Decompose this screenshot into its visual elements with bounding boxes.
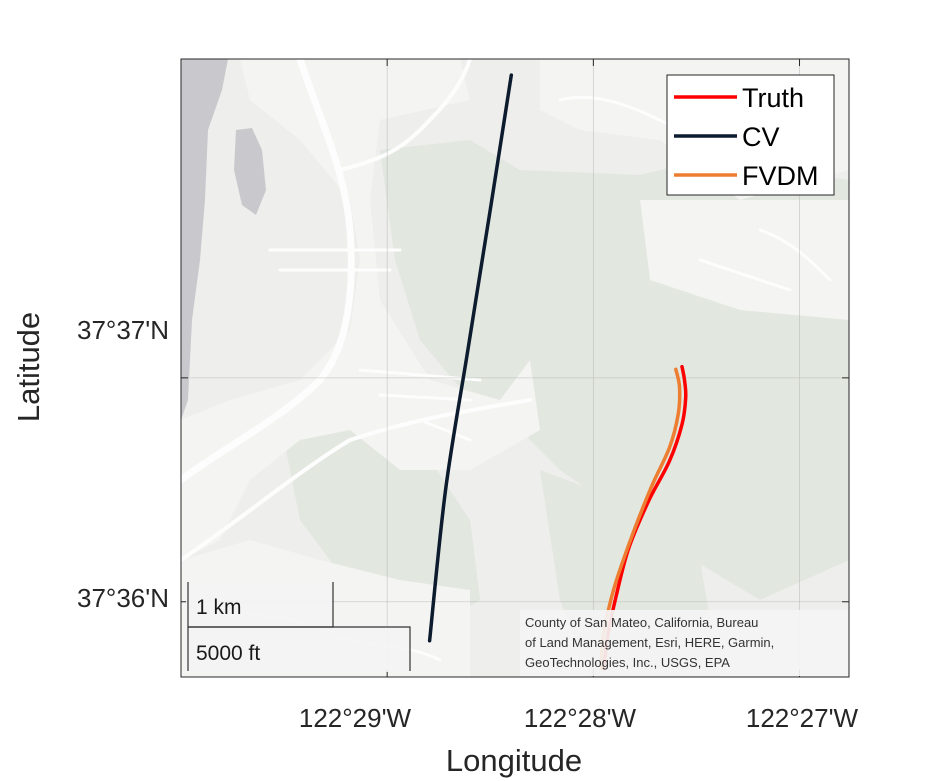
attribution-line: County of San Mateo, California, Bureau (525, 615, 758, 630)
legend-label-truth: Truth (742, 83, 804, 113)
scale-bar-metric-label: 1 km (196, 596, 242, 619)
road (338, 59, 472, 172)
x-tick-label: 122°27'W (746, 703, 859, 733)
attribution-background (520, 610, 848, 676)
x-tick-label: 122°29'W (299, 703, 412, 733)
highway-road (181, 59, 355, 484)
urban-area (181, 59, 540, 560)
scale-bar-imperial (187, 626, 411, 671)
map-attribution: County of San Mateo, California, Bureau … (520, 610, 848, 676)
road (698, 228, 832, 292)
scale-bar: 1 km 5000 ft (186, 582, 411, 672)
scale-bar-background (186, 582, 333, 626)
y-tick-label: 37°36'N (77, 583, 169, 613)
legend: Truth CV FVDM (666, 74, 835, 196)
attribution-line: of Land Management, Esri, HERE, Garmin, (525, 635, 774, 650)
legend-label-fvdm: FVDM (742, 161, 819, 191)
attribution-line: GeoTechnologies, Inc., USGS, EPA (525, 655, 730, 670)
water-area (181, 59, 228, 420)
urban-area (640, 200, 849, 320)
x-tick-label: 122°28'W (524, 703, 637, 733)
x-axis-label: Longitude (446, 743, 582, 778)
scale-bar-imperial-label: 5000 ft (196, 642, 260, 665)
road (268, 248, 482, 442)
y-axis-label: Latitude (11, 312, 46, 422)
y-tick-label: 37°37'N (77, 315, 169, 345)
water-area (234, 128, 266, 215)
legend-label-cv: CV (742, 122, 780, 152)
axes-frame (180, 58, 850, 678)
scale-bar-background (186, 626, 410, 672)
road (181, 398, 532, 562)
series-line-cv (427, 73, 514, 643)
